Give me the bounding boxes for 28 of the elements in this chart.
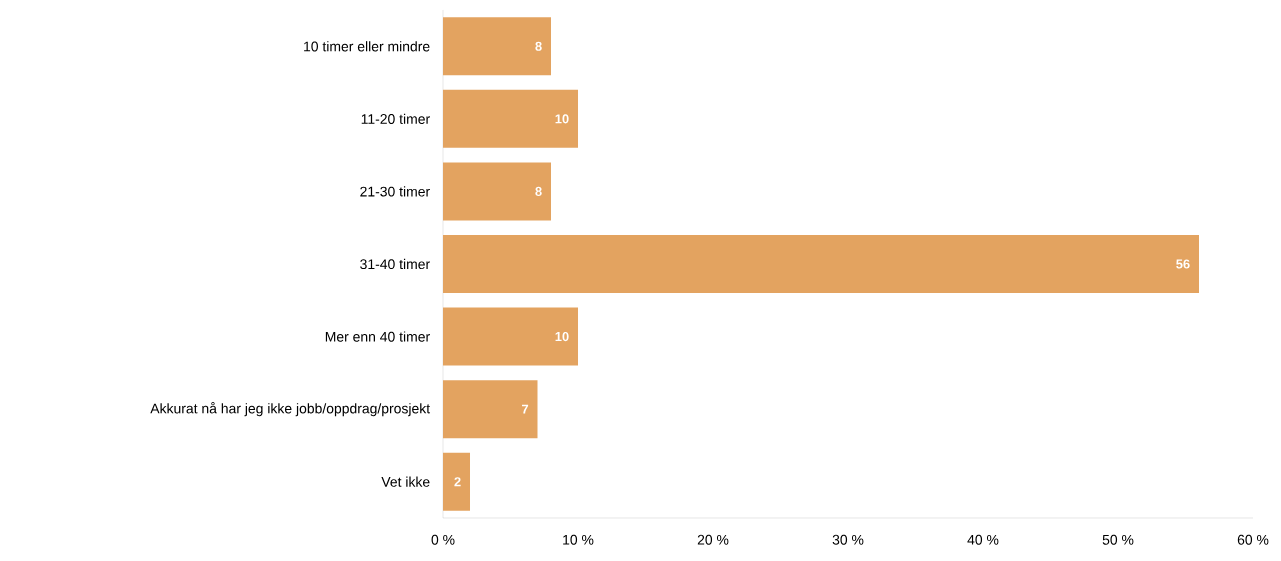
bar bbox=[443, 89, 579, 148]
y-tick-label: Akkurat nå har jeg ikke jobb/oppdrag/prosjekt bbox=[150, 402, 431, 417]
bar bbox=[443, 162, 552, 221]
bar bbox=[443, 380, 538, 439]
data-label: 10 bbox=[555, 114, 569, 124]
x-tick-label: 10 % bbox=[563, 534, 594, 545]
x-tick-label: 50 % bbox=[1102, 534, 1134, 545]
y-tick-label: 31-40 timer bbox=[360, 258, 430, 270]
data-label: 8 bbox=[535, 41, 542, 51]
bar bbox=[443, 17, 552, 76]
y-tick-label: 21-30 timer bbox=[360, 186, 430, 197]
y-tick-label: 11-20 timer bbox=[361, 113, 430, 124]
y-tick-label: Vet ikke bbox=[381, 476, 430, 487]
bar bbox=[443, 307, 579, 366]
data-label: 2 bbox=[454, 477, 461, 487]
data-label: 56 bbox=[1176, 259, 1190, 269]
x-tick-label: 60 % bbox=[1237, 534, 1269, 545]
bar bbox=[443, 234, 1200, 293]
x-tick-label: 20 % bbox=[697, 534, 729, 545]
bar bbox=[443, 452, 471, 511]
data-label: 8 bbox=[535, 186, 542, 197]
y-tick-label: Mer enn 40 timer bbox=[325, 331, 430, 342]
x-tick-label: 0 % bbox=[431, 534, 455, 545]
x-tick-label: 30 % bbox=[832, 534, 864, 545]
y-tick-label: 10 timer eller mindre bbox=[304, 41, 430, 52]
data-label: 7 bbox=[522, 404, 529, 414]
data-label: 10 bbox=[555, 331, 569, 342]
x-tick-label: 40 % bbox=[967, 534, 999, 545]
